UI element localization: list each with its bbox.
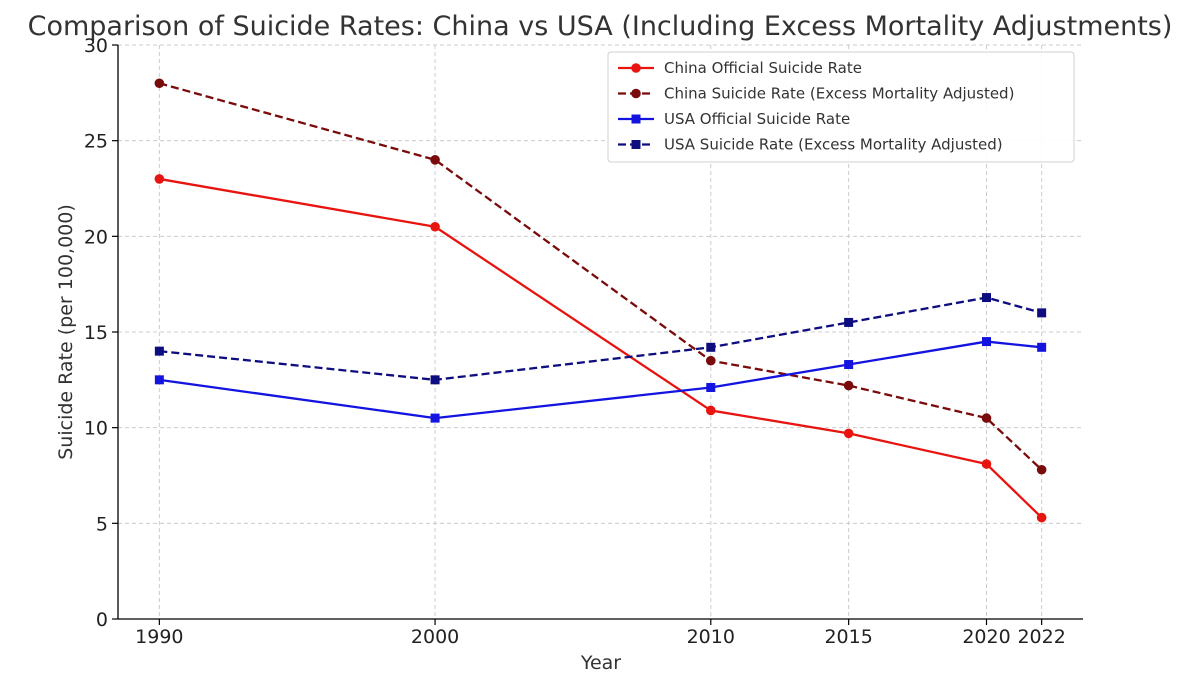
legend-box	[607, 51, 1075, 163]
legend-label: China Suicide Rate (Excess Mortality Adj…	[664, 85, 1014, 103]
data-point	[981, 413, 992, 423]
legend-item: USA Official Suicide Rate	[618, 110, 850, 128]
legend-label: USA Suicide Rate (Excess Mortality Adjus…	[664, 136, 1003, 154]
data-point	[1037, 308, 1047, 318]
series-line	[159, 177, 1043, 519]
x-tick-label: 1990	[135, 626, 183, 648]
data-point	[430, 221, 440, 232]
series-4	[154, 293, 1047, 385]
legend-item: China Official Suicide Rate	[618, 59, 862, 77]
data-point	[843, 380, 854, 391]
series-3	[154, 337, 1047, 423]
legend-marker	[631, 140, 641, 149]
series-layer	[154, 78, 1047, 523]
x-tick-label: 2000	[411, 626, 459, 648]
series-1	[154, 174, 1047, 523]
data-point	[154, 375, 164, 385]
legend-marker	[631, 63, 641, 73]
data-point	[705, 355, 716, 366]
series-line	[159, 296, 1042, 381]
data-point	[154, 78, 165, 89]
y-tick-label: 25	[84, 131, 108, 153]
data-point	[154, 346, 164, 356]
data-point	[982, 293, 991, 303]
data-point	[706, 382, 716, 392]
data-point	[154, 174, 165, 184]
x-tick-label: 2022	[1017, 626, 1065, 648]
legend-marker	[631, 88, 641, 99]
legend-label: USA Official Suicide Rate	[664, 110, 850, 128]
legend-item: China Suicide Rate (Excess Mortality Adj…	[618, 85, 1014, 103]
data-point	[843, 428, 854, 439]
data-point	[844, 360, 854, 370]
y-axis-label: Suicide Rate (per 100,000)	[55, 204, 77, 460]
data-point	[430, 375, 440, 385]
legend-marker	[631, 114, 641, 124]
x-tick-label: 2010	[687, 626, 735, 648]
y-tick-label: 20	[84, 226, 108, 248]
series-line	[159, 340, 1042, 420]
series-line	[159, 82, 1043, 471]
grid-lines	[118, 44, 1083, 620]
y-tick-label: 15	[84, 322, 108, 344]
data-point	[1036, 464, 1047, 475]
y-tick-label: 10	[84, 418, 108, 440]
data-point	[705, 405, 716, 416]
series-2	[154, 78, 1047, 475]
data-point	[844, 317, 854, 327]
x-axis-ticks: 1990 2000 2010 2015 2020 2022	[135, 619, 1066, 648]
x-axis-label: Year	[580, 652, 621, 674]
data-point	[982, 337, 991, 347]
data-point	[1037, 342, 1047, 352]
y-tick-label: 0	[96, 609, 108, 631]
y-axis-ticks: 0 5 10 15 20 25 30	[84, 35, 118, 631]
data-point	[430, 155, 440, 165]
chart-title: Comparison of Suicide Rates: China vs US…	[28, 11, 1173, 42]
x-tick-label: 2015	[824, 626, 872, 648]
y-tick-label: 30	[84, 35, 108, 57]
data-point	[706, 342, 716, 352]
legend-label: China Official Suicide Rate	[664, 59, 862, 77]
data-point	[981, 459, 992, 469]
data-point	[430, 413, 440, 423]
y-tick-label: 5	[96, 513, 108, 535]
data-point	[1036, 512, 1047, 523]
legend: China Official Suicide Rate China Suicide…	[607, 51, 1075, 163]
legend-item: USA Suicide Rate (Excess Mortality Adjus…	[618, 136, 1003, 154]
x-tick-label: 2020	[962, 626, 1010, 648]
